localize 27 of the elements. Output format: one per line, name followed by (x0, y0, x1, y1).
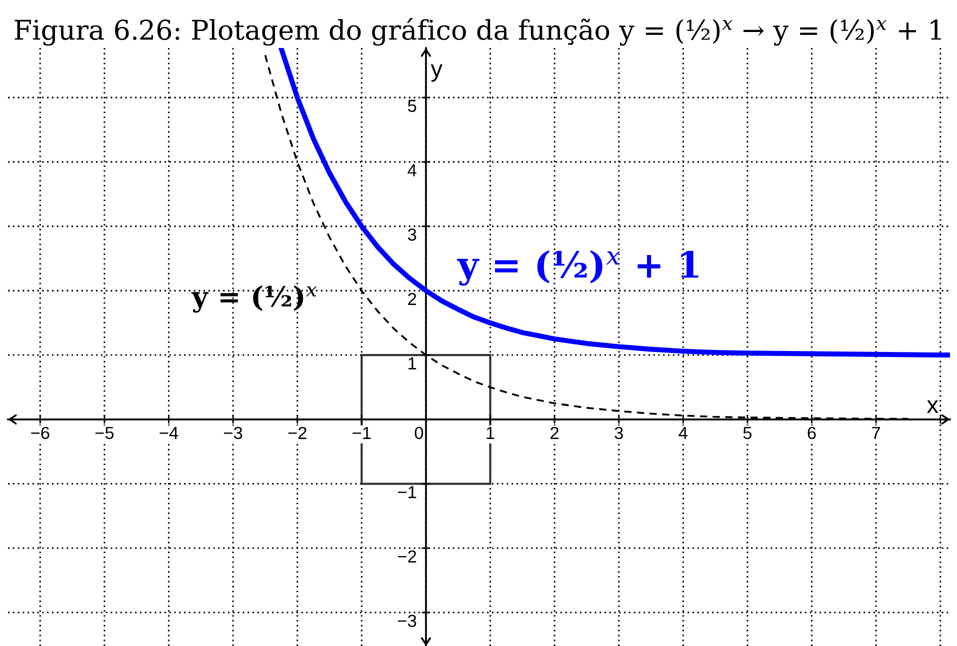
x-tick-label: −1 (352, 427, 371, 439)
x-tick-label: −6 (31, 426, 50, 440)
x-tick-label: 4 (678, 427, 688, 439)
x-tick-label: −5 (95, 427, 114, 440)
y-tick-label: 5 (408, 100, 416, 112)
y-tick-label: 3 (408, 228, 416, 241)
y-tick-label: −3 (398, 614, 416, 627)
chart-title: Figura 6.26: Plotagem do gráfico da função y = (½)$^{x}$ → y = (½)$^{x}$ + 1 (14, 18, 941, 46)
x-axis-title: x (926, 400, 938, 413)
x-tick-label: −3 (224, 426, 242, 440)
x-tick-label: −2 (288, 426, 306, 439)
x-tick-label: 6 (808, 426, 816, 440)
x-tick-label: 2 (550, 426, 559, 439)
y-tick-label: −1 (398, 486, 416, 498)
x-tick-label: 7 (872, 427, 880, 439)
x-tick-label: 0 (414, 426, 424, 440)
x-tick-label: 5 (743, 427, 752, 440)
y-tick-label: 1 (408, 357, 416, 370)
series-label: y = (½)$^{x}$ (191, 285, 317, 313)
x-tick-label: 1 (486, 427, 494, 439)
y-tick-label: 2 (408, 292, 416, 305)
series-label: y = (½)$^{x}$ + 1 (457, 250, 698, 286)
y-axis-title: y (430, 64, 442, 82)
x-tick-label: 3 (614, 426, 623, 440)
y-tick-label: 4 (408, 164, 416, 176)
y-tick-label: −2 (398, 550, 416, 562)
x-tick-label: −4 (160, 427, 178, 439)
